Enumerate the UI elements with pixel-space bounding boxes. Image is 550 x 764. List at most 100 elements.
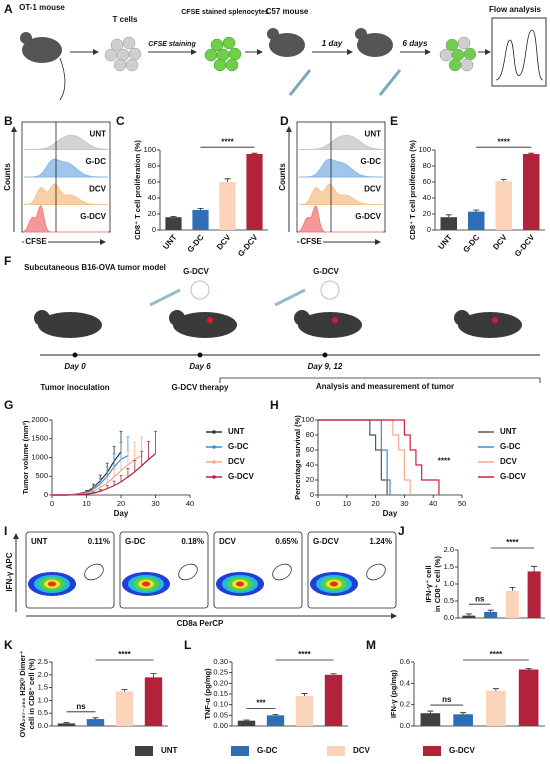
y-tick-label: 0.0 (400, 721, 410, 730)
legend-marker (212, 475, 216, 479)
label: Flow analysis (489, 5, 542, 14)
x-tick-label: 30 (400, 499, 408, 508)
label: Analysis and measurement of tumor (316, 382, 454, 391)
y-tick-label: 2000 (31, 415, 48, 424)
error-bar (147, 440, 151, 460)
significance-label: **** (298, 650, 311, 659)
bracket (219, 377, 541, 383)
y-tick-label: 0.00 (213, 721, 228, 730)
y-tick-label: 0.05 (213, 710, 228, 719)
bar (527, 571, 541, 618)
y-tick-label: 40 (148, 193, 156, 202)
error-bar (224, 178, 231, 182)
series-line (318, 419, 388, 495)
x-tick-label: G-DC (186, 233, 206, 255)
y-axis-label: Percentage survival (%) (293, 415, 302, 500)
sample-label: G-DC (361, 157, 382, 166)
y-tick-label: 0.20 (213, 678, 228, 687)
bar (219, 182, 236, 230)
significance-label: **** (498, 137, 511, 146)
y-tick-label: 0.25 (213, 668, 228, 677)
syringe (288, 69, 312, 96)
significance-label: **** (490, 650, 503, 659)
error-bar (154, 430, 157, 454)
bar (266, 715, 285, 726)
panel-label: J (398, 524, 405, 538)
label: T cells (113, 15, 138, 24)
percent-label: 0.65% (275, 537, 298, 546)
panel-label: C (116, 114, 125, 128)
error-bar (98, 477, 102, 484)
x-tick-label: UNT (436, 233, 454, 251)
density (330, 581, 338, 587)
error-bar (500, 179, 507, 182)
y-tick-label: 0.4 (400, 678, 410, 687)
y-axis-label: CD8⁺ T cell proliferation (%) (133, 140, 142, 240)
bar (453, 714, 473, 726)
y-axis-label: Tumor volume (mm³) (21, 420, 30, 495)
y-tick-label: 0 (152, 225, 156, 234)
bar (115, 691, 134, 726)
percent-label: 1.24% (369, 537, 392, 546)
error-bar (251, 152, 258, 154)
y-tick-label: 0.2 (400, 700, 410, 709)
y-tick-label: 80 (423, 161, 431, 170)
significance-label: ns (475, 594, 485, 603)
bar (440, 217, 457, 230)
legend-label: DCV (500, 457, 518, 466)
panel-label: M (366, 638, 376, 652)
x-tick-label: 40 (186, 499, 194, 508)
error-bar (126, 450, 130, 465)
label: G-DCV therapy (172, 383, 229, 392)
bar (165, 217, 182, 230)
y-axis-label: CD8⁺ T cell proliferation (%) (408, 140, 417, 240)
legend-label: DCV (353, 746, 371, 755)
y-tick-label: 0.0 (38, 721, 48, 730)
error-bar (487, 609, 494, 612)
sample-label: G-DCV (313, 537, 339, 546)
error-bar (119, 458, 123, 471)
y-tick-label: 20 (306, 475, 314, 484)
error-bar (112, 453, 116, 467)
bar (237, 720, 256, 726)
x-tick-label: 10 (343, 499, 351, 508)
bar (246, 154, 263, 230)
x-axis-label: Day (383, 509, 398, 518)
y-tick-label: 1500 (31, 434, 48, 443)
histogram (24, 183, 108, 205)
density (142, 581, 150, 587)
bar (324, 674, 343, 726)
panel-label: D (280, 114, 289, 128)
axis-label: CD8a PerCP (177, 619, 224, 628)
label: Tumor inoculation (40, 383, 109, 392)
error-bar (63, 722, 70, 724)
y-tick-label: 1.5 (444, 562, 454, 571)
error-bar (105, 485, 109, 489)
x-tick-label: 40 (429, 499, 437, 508)
x-tick-label: 0 (50, 499, 54, 508)
y-tick-label: 1.5 (38, 683, 48, 692)
error-bar (105, 476, 109, 483)
sample-label: G-DCV (80, 212, 106, 221)
label: Day 9, 12 (308, 362, 343, 371)
y-tick-label: 40 (306, 460, 314, 469)
y-tick-label: 100 (418, 145, 431, 154)
y-tick-label: 1.0 (444, 579, 454, 588)
label: 1 day (322, 39, 343, 48)
histogram (299, 183, 383, 205)
y-axis-label: IFN-γ (pg/mg) (389, 669, 398, 718)
error-bar (197, 208, 204, 210)
y-tick-label: 0 (44, 490, 48, 499)
legend-label: G-DC (257, 746, 278, 755)
bar (523, 154, 540, 230)
bar (144, 677, 163, 726)
sample-label: G-DCV (355, 212, 381, 221)
legend-label: UNT (500, 427, 517, 436)
panel-label: E (390, 114, 398, 128)
x-tick-label: 50 (458, 499, 466, 508)
error-bar (531, 565, 538, 572)
error-bar (119, 475, 123, 482)
bar (192, 210, 209, 230)
legend-marker (212, 430, 216, 434)
y-tick-label: 0.5 (38, 708, 48, 717)
